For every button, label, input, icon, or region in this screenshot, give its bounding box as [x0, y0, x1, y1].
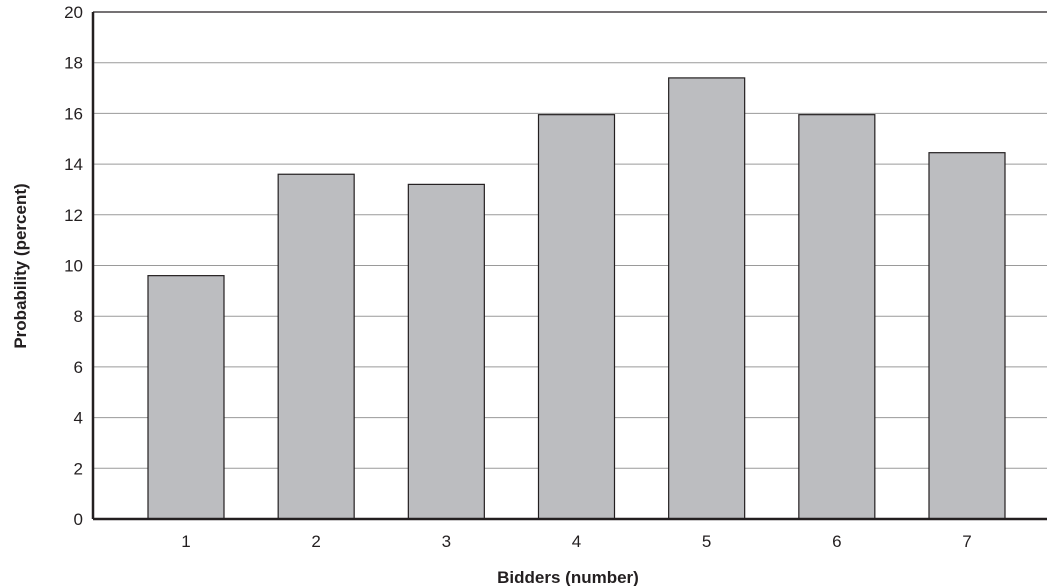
- y-axis-title: Probability (percent): [11, 183, 30, 348]
- bar: [277, 173, 355, 520]
- bar: [147, 275, 225, 520]
- y-tick-label: 18: [64, 54, 83, 73]
- y-tick-label: 6: [74, 358, 83, 377]
- y-tick-label: 2: [74, 459, 83, 478]
- x-tick-label: 1: [181, 532, 190, 551]
- y-tick-label: 16: [64, 104, 83, 123]
- y-tick-label: 10: [64, 257, 83, 276]
- x-tick-label: 2: [311, 532, 320, 551]
- axes: [91, 11, 1047, 521]
- x-tick-label: 6: [832, 532, 841, 551]
- y-tick-label: 14: [64, 155, 83, 174]
- bar: [798, 114, 876, 520]
- x-tick-label: 7: [962, 532, 971, 551]
- x-tick-label: 5: [702, 532, 711, 551]
- x-axis-title: Bidders (number): [497, 568, 639, 586]
- bar: [928, 152, 1006, 520]
- y-tick-label: 0: [74, 510, 83, 529]
- bars: [147, 77, 1006, 520]
- y-tick-label: 12: [64, 206, 83, 225]
- x-tick-labels: 1 2 3 4 5 6 7: [181, 532, 971, 551]
- y-tick-label: 4: [74, 409, 83, 428]
- x-tick-label: 4: [572, 532, 581, 551]
- y-tick-label: 20: [64, 3, 83, 22]
- bar: [407, 183, 485, 520]
- y-tick-labels: 0 2 4 6 8 10 12 14 16 18 20: [64, 3, 83, 529]
- bar: [668, 77, 746, 520]
- x-tick-label: 3: [442, 532, 451, 551]
- bar: [537, 114, 616, 520]
- y-tick-label: 8: [74, 307, 83, 326]
